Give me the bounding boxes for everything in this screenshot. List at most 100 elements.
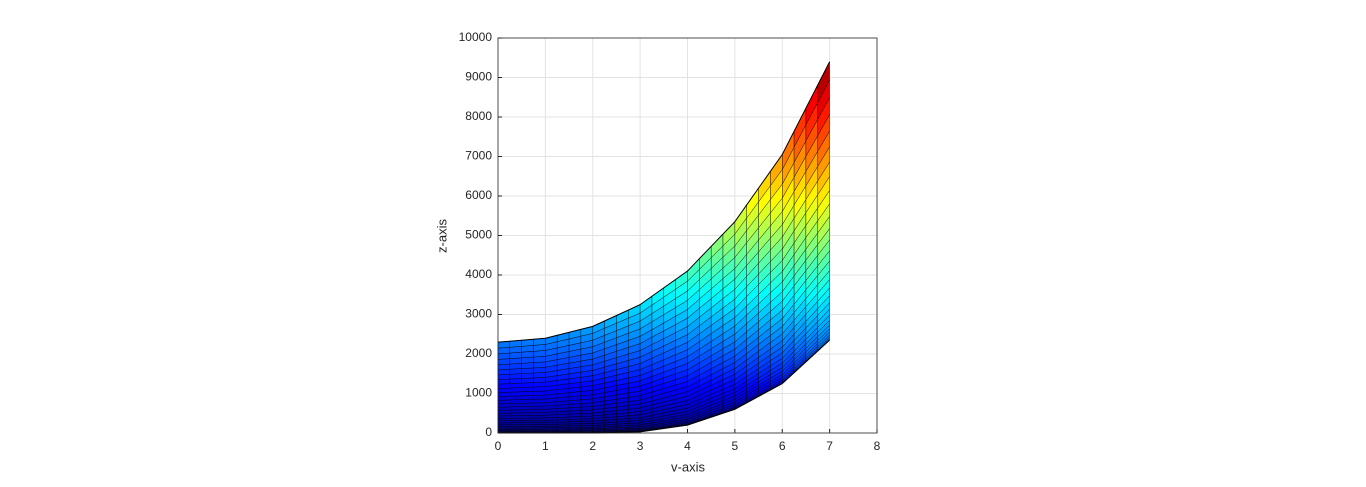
surface-cell [521, 427, 534, 430]
surface-cell [497, 403, 510, 408]
surface-cell [521, 372, 534, 379]
surface-cell [521, 382, 534, 388]
surface-cell [533, 394, 546, 400]
surface-cell [509, 357, 522, 365]
surface-cell [497, 422, 510, 426]
y-tick-label: 6000 [465, 188, 492, 202]
x-tick-label: 8 [874, 439, 881, 453]
surface-cell [533, 417, 546, 421]
surface-cell [533, 386, 546, 392]
surface-cell [509, 368, 522, 375]
surface-cell [533, 422, 546, 425]
surface-cell [509, 363, 522, 370]
surface-cell [509, 378, 522, 384]
y-tick-label: 5000 [465, 228, 492, 242]
surface-cell [533, 344, 546, 352]
surface-cell [521, 415, 534, 419]
y-tick-label: 10000 [459, 30, 493, 44]
surface-cell [497, 395, 510, 401]
surface-cell [533, 366, 546, 374]
y-tick-label: 7000 [465, 149, 492, 163]
surface-cell [497, 358, 510, 366]
x-axis-label: v-axis [671, 459, 705, 474]
y-tick-label: 9000 [465, 70, 492, 84]
surface-cell [509, 387, 522, 393]
x-tick-label: 5 [732, 439, 739, 453]
surface-cell [497, 368, 510, 376]
surface-cell [521, 395, 534, 400]
surface-cell [533, 402, 546, 407]
surface-cell [497, 387, 510, 393]
surface-cell [533, 372, 546, 379]
y-axis-label: z-axis [434, 219, 449, 253]
surface-cell [509, 406, 522, 411]
surface-cell [509, 346, 522, 354]
surface-cell [497, 383, 510, 389]
surface-cell [497, 412, 510, 417]
x-tick-label: 2 [589, 439, 596, 453]
surface-cell [497, 426, 510, 429]
y-tick-label: 3000 [465, 307, 492, 321]
x-tick-label: 3 [637, 439, 644, 453]
x-tick-label: 6 [779, 439, 786, 453]
surface-cell [497, 378, 510, 385]
y-tick-label: 0 [485, 425, 492, 439]
surface-cell [533, 414, 546, 419]
surface-cell [533, 390, 546, 396]
x-tick-label: 1 [542, 439, 549, 453]
surface-cell [521, 386, 534, 392]
surface-cell [497, 399, 510, 405]
surface-cell [521, 406, 534, 411]
surface-cell [509, 351, 522, 359]
x-tick-label: 4 [684, 439, 691, 453]
surface-cell [533, 355, 546, 363]
surface-cell [497, 415, 510, 419]
y-tick-label: 1000 [465, 386, 492, 400]
surface-cell [509, 399, 522, 404]
y-tick-label: 8000 [465, 109, 492, 123]
surface-cell [509, 382, 522, 389]
surface-cell [533, 361, 546, 369]
surface-cell [533, 350, 546, 358]
surface-cell [509, 395, 522, 401]
y-tick-label: 2000 [465, 346, 492, 360]
surface-cell [497, 409, 510, 414]
surface-cell [509, 422, 522, 425]
x-tick-label: 7 [826, 439, 833, 453]
surface-cell [509, 402, 522, 408]
surface-cell [521, 367, 534, 374]
surface-cell [509, 373, 522, 380]
surface-cell [533, 420, 546, 423]
plot-box [497, 37, 878, 434]
surface-cell [497, 373, 510, 380]
surface-cell [521, 398, 534, 404]
y-tick-label: 4000 [465, 267, 492, 281]
surface-cell [497, 420, 510, 424]
surface-cell [497, 346, 510, 355]
surface-cell [521, 422, 534, 425]
surface-cell [509, 391, 522, 397]
surface-cell [521, 417, 534, 421]
surface [497, 61, 831, 434]
surface-cell [509, 412, 522, 417]
surface-cell [509, 415, 522, 419]
surface-cell [509, 409, 522, 414]
surface-cell [533, 409, 546, 413]
surface-cell [521, 356, 534, 364]
surface-cell [497, 406, 510, 411]
surface-cell [521, 412, 534, 416]
surface-cell [533, 412, 546, 416]
x-tick-label: 0 [495, 439, 502, 453]
surface-edge-top [497, 61, 831, 343]
surface-cell [521, 377, 534, 384]
surface-cell [497, 363, 510, 371]
surface-cell [497, 391, 510, 397]
surface-cell [497, 418, 510, 422]
surface-cell [521, 362, 534, 369]
surface-cell [521, 402, 534, 407]
surface-cell [521, 351, 534, 359]
surface-cell [533, 426, 546, 429]
surface-cell [521, 391, 534, 397]
surface-cell [533, 381, 546, 388]
